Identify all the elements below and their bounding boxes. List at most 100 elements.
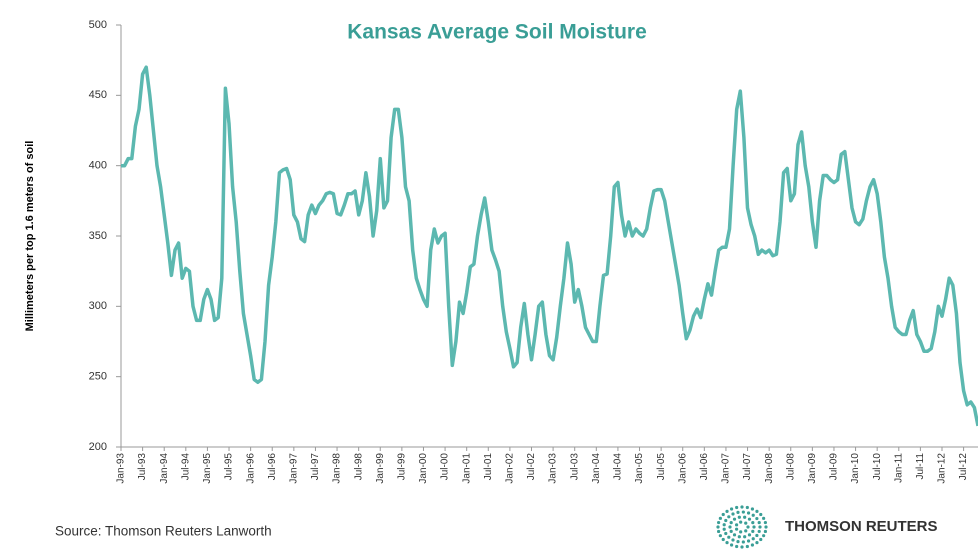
x-tick-label: Jul-02 — [526, 453, 537, 481]
x-tick-label: Jan-94 — [159, 453, 170, 484]
logo-dot — [755, 516, 759, 521]
logo-dot — [744, 521, 748, 525]
logo-dot — [731, 538, 735, 542]
logo-dot — [741, 510, 745, 514]
logo-dot — [755, 541, 759, 545]
x-tick-label: Jan-06 — [677, 453, 688, 484]
logo-dot — [721, 537, 725, 542]
x-tick-label: Jan-02 — [505, 453, 516, 484]
logo-dot — [717, 529, 721, 534]
x-tick-label: Jul-05 — [656, 453, 667, 481]
logo-dot — [722, 523, 726, 527]
x-tick-label: Jul-10 — [872, 453, 883, 481]
y-axis-label: Millimeters per top 1.6 meters of soil — [24, 141, 36, 332]
x-tick-label: Jul-97 — [310, 453, 321, 481]
logo-dot — [743, 535, 747, 539]
logo-dot — [763, 520, 767, 525]
x-tick-label: Jan-93 — [116, 453, 127, 484]
x-tick-label: Jan-04 — [591, 453, 602, 484]
logo-dot — [734, 523, 739, 527]
logo-dot — [751, 537, 755, 541]
data-line — [121, 65, 978, 427]
logo-dot — [734, 527, 739, 531]
y-tick-label: 350 — [89, 230, 107, 242]
logo-dot — [751, 513, 755, 517]
x-tick-label: Jan-97 — [288, 453, 299, 484]
logo-dot — [746, 525, 750, 529]
y-tick-label: 400 — [89, 160, 107, 172]
x-tick-label: Jan-05 — [634, 453, 645, 484]
chart-title: Kansas Average Soil Moisture — [347, 21, 647, 44]
logo-dot — [745, 505, 749, 510]
logo-dot — [751, 529, 755, 533]
logo-dot — [755, 509, 759, 513]
logo-dot — [728, 525, 732, 529]
logo-icon — [716, 505, 768, 549]
logo-dot — [736, 540, 740, 544]
logo-dot — [732, 517, 737, 521]
logo-dot — [737, 535, 741, 539]
logo-dot — [746, 511, 751, 515]
x-tick-label: Jan-07 — [721, 453, 732, 484]
x-tick-label: Jan-95 — [202, 453, 213, 484]
logo-dot — [747, 517, 752, 521]
logo-dot — [717, 520, 721, 525]
logo-dot — [736, 510, 740, 514]
logo-dot — [758, 525, 762, 529]
logo-dot — [752, 525, 756, 529]
y-tick-label: 500 — [89, 19, 107, 31]
logo-dot — [729, 521, 733, 525]
logo-dot — [750, 543, 755, 547]
logo-dot — [743, 515, 747, 519]
x-tick-label: Jul-98 — [353, 453, 364, 481]
y-tick-label: 250 — [89, 371, 107, 383]
logo-dot — [718, 516, 722, 520]
logo-dot — [735, 505, 739, 510]
logo-dot — [727, 515, 731, 519]
logo-dot — [759, 537, 763, 542]
logo-dot — [724, 531, 728, 536]
x-tick-label: Jul-96 — [267, 453, 278, 481]
x-tick-label: Jul-94 — [180, 453, 191, 481]
logo-text: THOMSON REUTERS — [785, 518, 938, 535]
logo-dot — [737, 515, 741, 519]
x-tick-label: Jan-00 — [418, 453, 429, 484]
x-tick-label: Jan-96 — [245, 453, 256, 484]
logo-dot — [729, 543, 734, 547]
logo-dot — [718, 534, 722, 538]
logo-dot — [739, 530, 743, 534]
x-tick-label: Jan-08 — [764, 453, 775, 484]
logo-dot — [729, 507, 734, 511]
y-tick-label: 450 — [89, 89, 107, 101]
x-tick-label: Jul-00 — [440, 453, 451, 481]
source-note: Source: Thomson Reuters Lanworth — [55, 524, 272, 539]
logo-dot — [731, 512, 735, 516]
logo-dot — [727, 535, 731, 539]
logo-dot — [764, 525, 768, 529]
x-tick-label: Jul-06 — [699, 453, 710, 481]
x-tick-label: Jul-99 — [397, 453, 408, 481]
x-tick-label: Jan-01 — [461, 453, 472, 484]
x-tick-label: Jul-07 — [742, 453, 753, 481]
logo-dot — [729, 529, 733, 533]
logo-dot — [721, 512, 725, 517]
x-tick-label: Jan-11 — [893, 453, 904, 483]
x-tick-label: Jul-09 — [829, 453, 840, 481]
y-tick-label: 300 — [89, 300, 107, 312]
logo-dot — [757, 529, 761, 534]
logo-dot — [735, 544, 739, 549]
logo-dot — [739, 520, 743, 524]
x-tick-label: Jul-12 — [958, 453, 969, 481]
logo-dot — [725, 541, 729, 545]
logo-dot — [732, 533, 737, 537]
logo-dot — [744, 529, 748, 533]
x-tick-label: Jan-03 — [548, 453, 559, 484]
x-tick-label: Jul-01 — [483, 453, 494, 481]
logo-dot — [722, 527, 726, 531]
x-tick-label: Jul-08 — [785, 453, 796, 481]
x-tick-label: Jan-10 — [850, 453, 861, 484]
logo-dot — [745, 544, 749, 549]
logo-dot — [716, 525, 720, 529]
